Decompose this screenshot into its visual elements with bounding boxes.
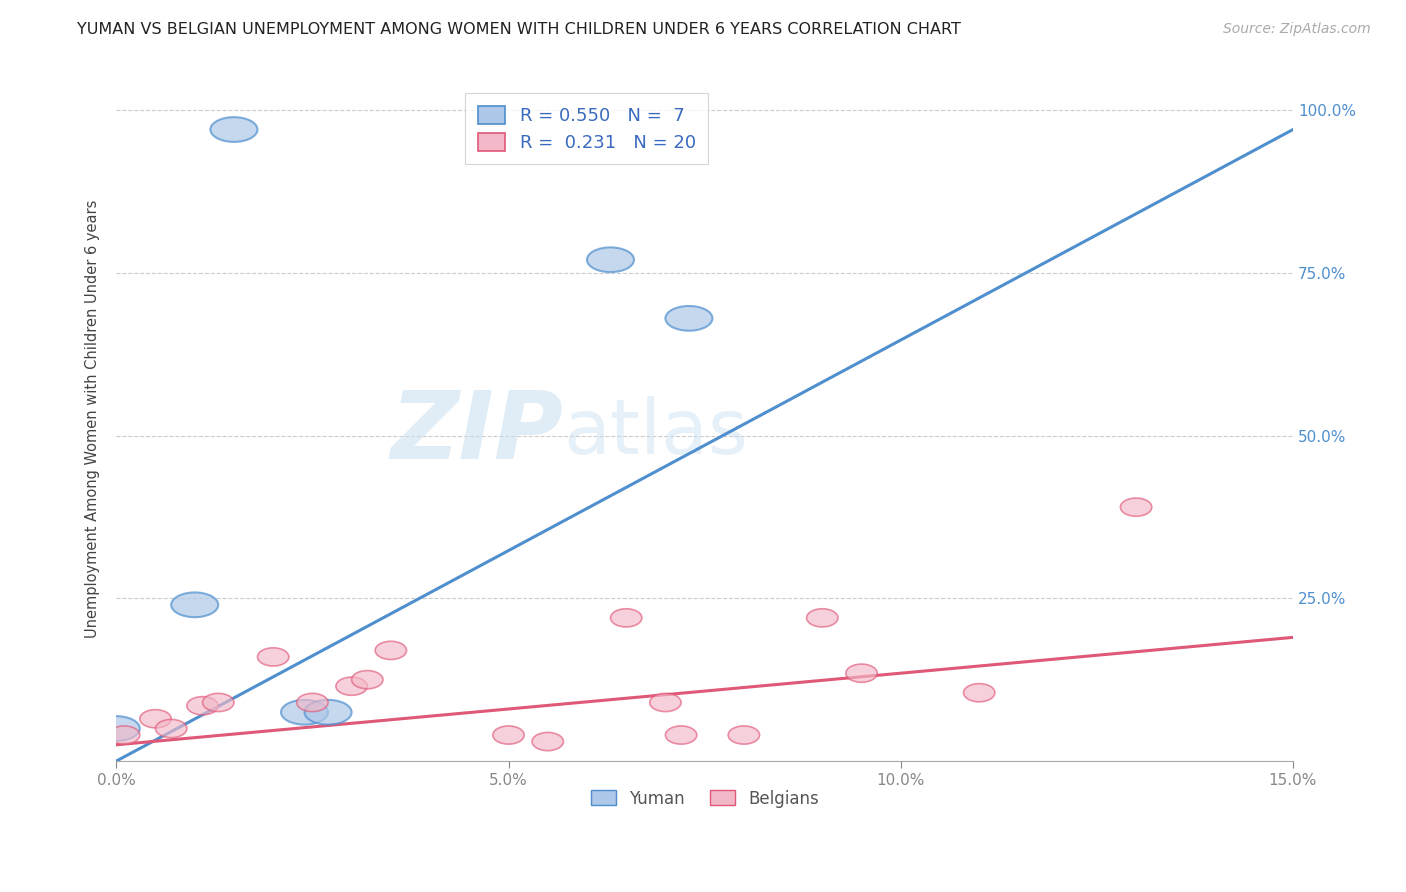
Text: ZIP: ZIP [391,387,564,479]
Ellipse shape [494,726,524,744]
Text: Source: ZipAtlas.com: Source: ZipAtlas.com [1223,22,1371,37]
Ellipse shape [281,700,328,724]
Y-axis label: Unemployment Among Women with Children Under 6 years: Unemployment Among Women with Children U… [86,200,100,639]
Ellipse shape [352,671,382,689]
Text: YUMAN VS BELGIAN UNEMPLOYMENT AMONG WOMEN WITH CHILDREN UNDER 6 YEARS CORRELATIO: YUMAN VS BELGIAN UNEMPLOYMENT AMONG WOME… [77,22,962,37]
Ellipse shape [665,726,697,744]
Text: atlas: atlas [564,396,748,470]
Ellipse shape [610,608,643,627]
Ellipse shape [1121,498,1152,516]
Ellipse shape [93,716,139,741]
Ellipse shape [257,648,288,666]
Ellipse shape [187,697,218,714]
Ellipse shape [375,641,406,659]
Ellipse shape [586,247,634,272]
Ellipse shape [728,726,759,744]
Ellipse shape [531,732,564,751]
Ellipse shape [846,664,877,682]
Legend: Yuman, Belgians: Yuman, Belgians [583,783,825,814]
Ellipse shape [139,710,172,728]
Ellipse shape [963,683,995,702]
Ellipse shape [108,726,139,744]
Ellipse shape [172,592,218,617]
Ellipse shape [650,693,681,712]
Ellipse shape [665,306,713,331]
Ellipse shape [305,700,352,724]
Ellipse shape [156,720,187,738]
Ellipse shape [211,117,257,142]
Ellipse shape [807,608,838,627]
Ellipse shape [297,693,328,712]
Ellipse shape [336,677,367,696]
Ellipse shape [202,693,233,712]
